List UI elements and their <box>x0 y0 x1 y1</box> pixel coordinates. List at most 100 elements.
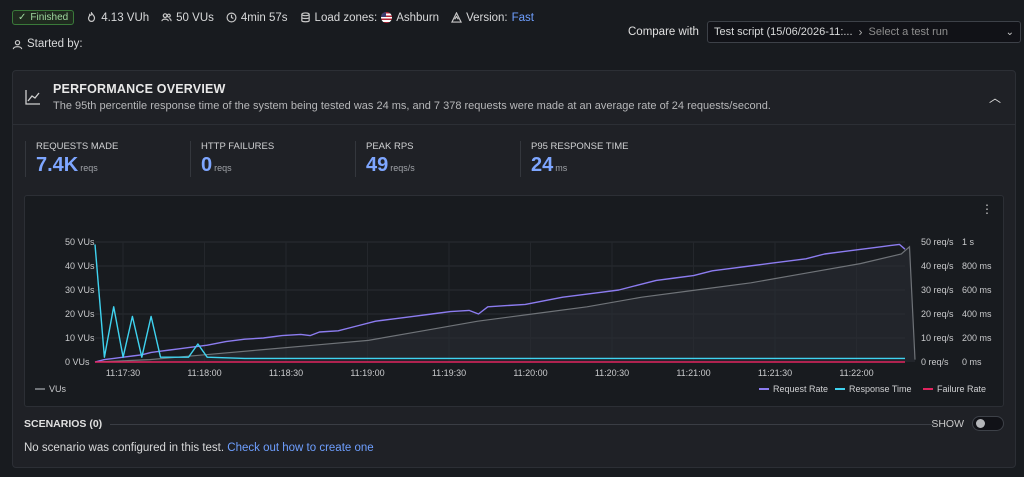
y-right-rps-tick: 10 req/s <box>921 333 954 343</box>
more-options-icon[interactable]: ⋮ <box>981 202 993 216</box>
stat-label: PEAK RPS <box>366 141 414 152</box>
version-icon <box>451 12 463 23</box>
y-right-time-tick: 800 ms <box>962 261 992 271</box>
compare-placeholder: Select a test run <box>868 26 949 38</box>
performance-overview-panel: PERFORMANCE OVERVIEW The 95th percentile… <box>12 70 1016 468</box>
chevron-right-icon: › <box>858 25 863 39</box>
legend-item: Failure Rate <box>937 384 986 394</box>
y-right-time-tick: 400 ms <box>962 309 992 319</box>
load-zones-meta: Load zones: Ashburn <box>300 11 440 24</box>
flame-icon <box>88 12 96 22</box>
y-left-tick: 10 VUs <box>65 333 95 343</box>
x-tick: 11:21:00 <box>676 368 710 378</box>
y-left-tick: 50 VUs <box>65 237 95 247</box>
show-scenarios-toggle[interactable] <box>972 416 1004 431</box>
x-tick: 11:21:30 <box>758 368 792 378</box>
started-by: Started by: <box>12 38 83 50</box>
y-left-tick: 20 VUs <box>65 309 95 319</box>
stats-row: REQUESTS MADE 7.4K reqs HTTP FAILURES 0 re… <box>25 141 685 177</box>
x-tick: 11:19:30 <box>432 368 466 378</box>
x-tick: 11:22:00 <box>839 368 873 378</box>
x-tick: 11:20:30 <box>595 368 629 378</box>
x-tick: 11:19:00 <box>350 368 384 378</box>
status-badge: ✓ Finished <box>12 10 75 25</box>
chevron-down-icon: ⌄ <box>1005 26 1014 38</box>
stat-value: 0 <box>201 154 213 176</box>
stat-http-failures: HTTP FAILURES 0 reqs <box>190 141 355 177</box>
show-label: SHOW <box>931 418 964 430</box>
load-zones-label: Load zones: <box>314 11 378 24</box>
version-label: Version: <box>466 11 508 24</box>
vuh-meta: 4.13 VUh <box>86 12 149 24</box>
performance-chart: ⋮ 0 VUs 0 req/s 0 ms 10 VUs 10 req/s 200 ms 20… <box>24 195 1004 407</box>
compare-label: Compare with <box>628 26 699 38</box>
y-right-time-tick: 600 ms <box>962 285 992 295</box>
x-tick: 11:17:30 <box>106 368 140 378</box>
stat-peak-rps: PEAK RPS 49 reqs/s <box>355 141 520 177</box>
y-right-rps-tick: 0 req/s <box>921 357 949 367</box>
vus-meta: 50 VUs <box>161 12 214 24</box>
chevron-up-icon[interactable]: ︿ <box>988 91 1001 105</box>
panel-description: The 95th percentile response time of the… <box>53 100 771 112</box>
y-right-rps-tick: 20 req/s <box>921 309 954 319</box>
chart-svg: 0 VUs 0 req/s 0 ms 10 VUs 10 req/s 200 ms 20 V… <box>35 237 992 394</box>
y-right-rps-tick: 50 req/s <box>921 237 954 247</box>
vus-area <box>95 246 915 362</box>
duration-value: 4min 57s <box>240 11 288 24</box>
stat-label: P95 RESPONSE TIME <box>531 141 629 152</box>
started-by-label: Started by: <box>27 38 83 50</box>
duration-meta: 4min 57s <box>226 12 288 24</box>
y-right-time-tick: 0 ms <box>962 357 982 367</box>
load-zone-value: Ashburn <box>396 11 440 24</box>
legend-item: Request Rate <box>773 384 828 394</box>
response-time-line <box>94 244 905 360</box>
user-icon <box>12 39 23 49</box>
stat-unit: reqs <box>80 163 98 173</box>
y-right-rps-tick: 30 req/s <box>921 285 954 295</box>
database-icon <box>300 12 310 23</box>
x-tick: 11:20:00 <box>513 368 547 378</box>
stat-unit: reqs <box>214 163 232 173</box>
stat-value: 49 <box>366 154 389 176</box>
stat-unit: reqs/s <box>390 163 415 173</box>
test-summary-bar: ✓ Finished 4.13 VUh 50 VUs 4min 57s Load… <box>12 10 534 25</box>
vus-value: 50 VUs <box>176 11 214 24</box>
us-flag-icon <box>381 12 393 23</box>
y-left-tick: 0 VUs <box>65 357 90 367</box>
empty-text: No scenario was configured in this test. <box>24 442 225 454</box>
stat-label: HTTP FAILURES <box>201 141 275 152</box>
line-chart-icon <box>25 90 40 105</box>
y-right-time-tick: 200 ms <box>962 333 992 343</box>
check-icon: ✓ <box>18 12 27 23</box>
panel-header[interactable]: PERFORMANCE OVERVIEW The 95th percentile… <box>13 71 1015 125</box>
no-scenarios-message: No scenario was configured in this test.… <box>24 442 374 454</box>
stat-requests-made: REQUESTS MADE 7.4K reqs <box>25 141 190 177</box>
stat-unit: ms <box>555 163 568 173</box>
stat-value: 24 <box>531 154 554 176</box>
vus-line <box>94 245 916 363</box>
version-link[interactable]: Fast <box>511 11 534 24</box>
scenarios-title: SCENARIOS (0) <box>24 418 111 430</box>
y-left-tick: 30 VUs <box>65 285 95 295</box>
legend-vus: VUs <box>49 384 67 394</box>
request-rate-line <box>94 243 906 363</box>
version-meta: Version: Fast <box>451 12 534 24</box>
create-scenario-link[interactable]: Check out how to create one <box>227 442 374 454</box>
x-tick: 11:18:00 <box>187 368 221 378</box>
panel-title: PERFORMANCE OVERVIEW <box>53 82 226 96</box>
compare-with: Compare with Test script (15/06/2026-11:… <box>628 21 1021 43</box>
stat-value: 7.4K <box>36 154 79 176</box>
clock-icon <box>226 12 237 23</box>
stat-p95-response-time: P95 RESPONSE TIME 24 ms <box>520 141 685 177</box>
compare-script-value: Test script (15/06/2026-11:... <box>713 26 853 38</box>
vuh-value: 4.13 VUh <box>101 11 150 24</box>
stat-label: REQUESTS MADE <box>36 141 119 152</box>
users-icon <box>161 13 172 22</box>
status-label: Finished <box>30 12 69 23</box>
scenarios-section: SCENARIOS (0) SHOW <box>24 416 1004 432</box>
y-right-time-tick: 1 s <box>962 237 975 247</box>
compare-test-run-select[interactable]: Test script (15/06/2026-11:... › Select … <box>706 21 1021 43</box>
x-tick: 11:18:30 <box>269 368 303 378</box>
y-left-tick: 40 VUs <box>65 261 95 271</box>
divider <box>104 424 934 425</box>
